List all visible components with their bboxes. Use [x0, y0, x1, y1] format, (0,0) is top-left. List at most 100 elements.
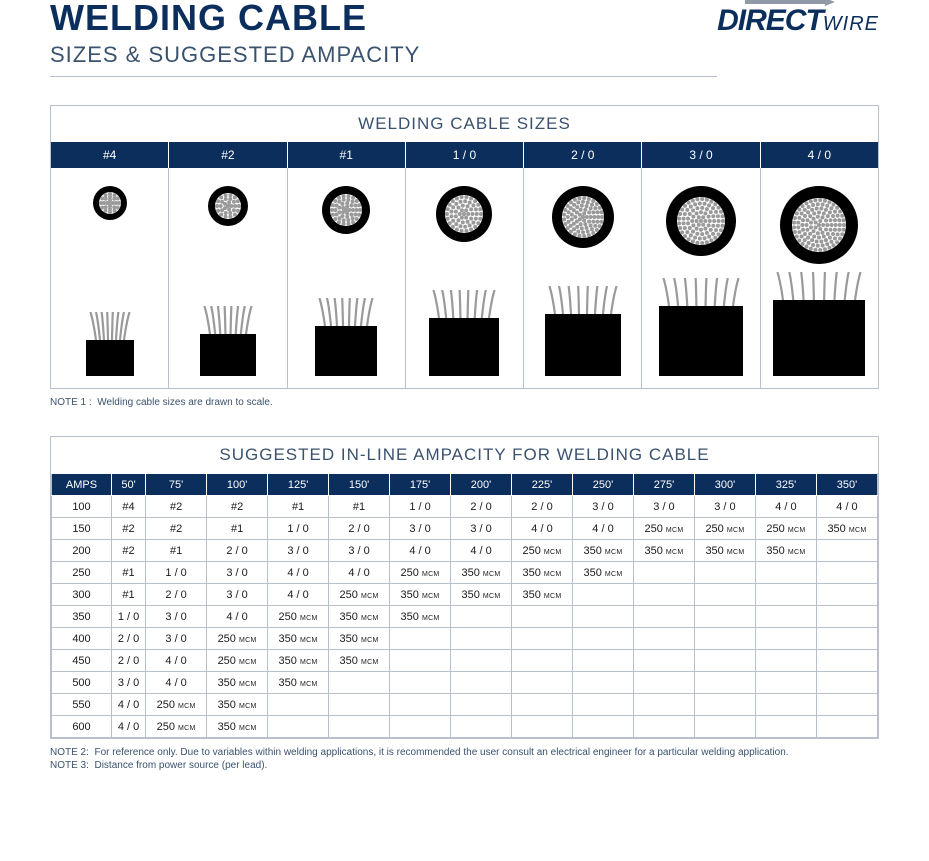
amp-cell: 350 MCM — [816, 518, 877, 540]
amp-cell: 250 MCM — [390, 562, 451, 584]
amp-col-distance: 325' — [755, 474, 816, 496]
note-3-label: NOTE 3: — [50, 760, 89, 771]
amp-cell — [390, 716, 451, 738]
amp-cell: 350 MCM — [268, 672, 329, 694]
amp-cell — [451, 672, 512, 694]
table-row: 6004 / 0250 MCM350 MCM — [52, 716, 878, 738]
amp-cell — [816, 716, 877, 738]
table-row: 3501 / 03 / 04 / 0250 MCM350 MCM350 MCM — [52, 606, 878, 628]
amp-cell-amps: 300 — [52, 584, 112, 606]
amp-cell: 4 / 0 — [390, 540, 451, 562]
amp-cell — [390, 628, 451, 650]
note-2: NOTE 2: For reference only. Due to varia… — [50, 747, 879, 758]
note-1: NOTE 1 : Welding cable sizes are drawn t… — [50, 397, 879, 408]
amp-cell — [512, 606, 573, 628]
amp-cell: 350 MCM — [329, 628, 390, 650]
amp-cell: 250 MCM — [633, 518, 694, 540]
amp-cell — [573, 672, 634, 694]
amp-cell — [633, 672, 694, 694]
amp-cell — [816, 650, 877, 672]
amp-col-distance: 250' — [573, 474, 634, 496]
sizes-body-row — [51, 168, 878, 388]
amp-cell — [633, 650, 694, 672]
amp-cell: 250 MCM — [146, 694, 207, 716]
sizes-panel: WELDING CABLE SIZES #4#2#11 / 02 / 03 / … — [50, 105, 879, 389]
amp-col-distance: 100' — [207, 474, 268, 496]
size-body-cell — [51, 168, 169, 388]
sizes-header-row: #4#2#11 / 02 / 03 / 04 / 0 — [51, 142, 878, 168]
amp-cell — [633, 628, 694, 650]
amp-cell — [694, 562, 755, 584]
amp-cell: 4 / 0 — [816, 496, 877, 518]
amp-cell: 250 MCM — [755, 518, 816, 540]
amp-cell: 2 / 0 — [329, 518, 390, 540]
amp-cell: 350 MCM — [329, 606, 390, 628]
amp-cell: 2 / 0 — [207, 540, 268, 562]
amp-cell: 350 MCM — [390, 606, 451, 628]
amp-cell — [390, 694, 451, 716]
amp-cell — [573, 628, 634, 650]
amp-cell: #2 — [146, 518, 207, 540]
size-body-cell — [524, 168, 642, 388]
amp-cell: 350 MCM — [207, 694, 268, 716]
amp-cell: 350 MCM — [694, 540, 755, 562]
amp-cell: 2 / 0 — [112, 650, 146, 672]
amp-cell: #1 — [329, 496, 390, 518]
amp-cell: 3 / 0 — [146, 606, 207, 628]
amp-col-distance: 350' — [816, 474, 877, 496]
size-body-cell — [288, 168, 406, 388]
amp-cell: 350 MCM — [207, 716, 268, 738]
amp-cell: 1 / 0 — [112, 606, 146, 628]
amp-cell: 3 / 0 — [146, 628, 207, 650]
amp-cell: #1 — [112, 584, 146, 606]
amp-cell-amps: 100 — [52, 496, 112, 518]
amp-cell: 4 / 0 — [146, 672, 207, 694]
amp-cell: 250 MCM — [512, 540, 573, 562]
amp-cell: 4 / 0 — [512, 518, 573, 540]
amp-col-distance: 200' — [451, 474, 512, 496]
amp-cell — [512, 716, 573, 738]
amp-cell-amps: 400 — [52, 628, 112, 650]
amp-cell: #1 — [268, 496, 329, 518]
amp-cell: 4 / 0 — [329, 562, 390, 584]
amp-col-amps: AMPS — [52, 474, 112, 496]
amp-cell: 4 / 0 — [112, 694, 146, 716]
amp-cell — [694, 672, 755, 694]
amp-cell: 3 / 0 — [633, 496, 694, 518]
amp-cell: 4 / 0 — [268, 584, 329, 606]
note-3-text: Distance from power source (per lead). — [94, 760, 267, 771]
amp-cell: #1 — [207, 518, 268, 540]
size-body-cell — [642, 168, 760, 388]
amp-cell — [512, 694, 573, 716]
amp-cell: #2 — [112, 518, 146, 540]
amp-cell: 4 / 0 — [573, 518, 634, 540]
amp-cell — [755, 650, 816, 672]
page-subtitle: SIZES & SUGGESTED AMPACITY — [50, 38, 717, 77]
amp-cell: 3 / 0 — [268, 540, 329, 562]
amp-cell — [755, 628, 816, 650]
amp-cell: 4 / 0 — [146, 650, 207, 672]
amp-cell-amps: 600 — [52, 716, 112, 738]
amp-cell-amps: 550 — [52, 694, 112, 716]
amp-cell: 250 MCM — [694, 518, 755, 540]
size-body-cell — [169, 168, 287, 388]
amp-cell: 350 MCM — [268, 628, 329, 650]
amp-cell — [694, 584, 755, 606]
amp-cell-amps: 250 — [52, 562, 112, 584]
amp-cell — [451, 606, 512, 628]
amp-cell: 350 MCM — [268, 650, 329, 672]
amp-cell — [755, 562, 816, 584]
amp-cell: 4 / 0 — [451, 540, 512, 562]
amp-cell — [694, 650, 755, 672]
amp-col-distance: 175' — [390, 474, 451, 496]
amp-cell — [573, 606, 634, 628]
amp-cell: #2 — [207, 496, 268, 518]
size-header-cell: 1 / 0 — [406, 142, 524, 168]
amp-cell — [694, 606, 755, 628]
amp-cell — [573, 584, 634, 606]
amp-cell — [816, 540, 877, 562]
table-row: 5003 / 04 / 0350 MCM350 MCM — [52, 672, 878, 694]
size-header-cell: 3 / 0 — [642, 142, 760, 168]
amp-cell: 350 MCM — [451, 562, 512, 584]
size-header-cell: 2 / 0 — [524, 142, 642, 168]
